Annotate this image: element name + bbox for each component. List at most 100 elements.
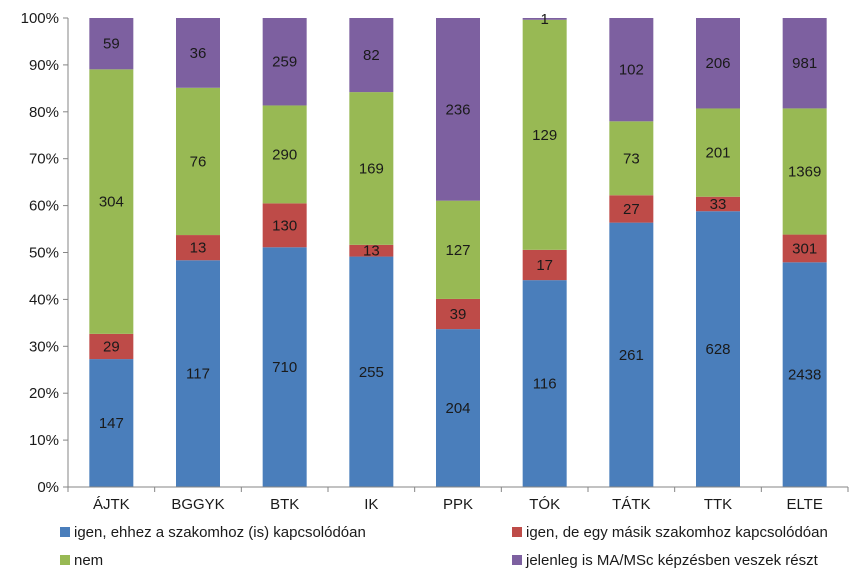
bar-segment (89, 18, 134, 70)
legend-item: nem (60, 552, 103, 569)
bar-segment (89, 359, 134, 487)
legend-swatch (512, 527, 522, 537)
bar-segment (782, 234, 827, 263)
legend-label: nem (74, 552, 103, 569)
bar-segment (349, 244, 394, 257)
y-tick-label: 20% (29, 385, 59, 402)
legend-label: igen, de egy másik szakomhoz kapcsolódóa… (526, 524, 828, 541)
bar-segment (262, 247, 307, 487)
bars-group (89, 18, 827, 487)
y-tick-label: 90% (29, 57, 59, 74)
legend: igen, ehhez a szakomhoz (is) kapcsolódóa… (60, 524, 828, 569)
bar-segment (176, 260, 220, 487)
data-label: 27 (623, 201, 640, 218)
data-label: 117 (186, 366, 210, 383)
category-label: TÁTK (612, 496, 650, 513)
bar-segment (609, 195, 654, 223)
data-label: 201 (705, 145, 730, 162)
y-tick-label: 30% (29, 338, 59, 355)
data-label: 290 (272, 146, 297, 163)
data-label: 33 (710, 196, 727, 213)
data-label: 116 (533, 376, 557, 393)
axes-group (67, 18, 849, 492)
bar-segment (782, 18, 827, 109)
data-label: 301 (792, 240, 817, 257)
data-labels-group: 1472930459117137636710130290259255131698… (99, 11, 822, 432)
bar-segment (176, 235, 220, 261)
data-label: 17 (536, 257, 553, 274)
bar-segment (262, 105, 307, 204)
bar-segment (262, 203, 307, 248)
category-labels-group: ÁJTK BGGYK BTK IK PPK TÓK TÁTK TTK ELTE (93, 496, 823, 513)
data-label: 13 (363, 243, 380, 260)
data-label: 304 (99, 194, 124, 211)
legend-label: jelenleg is MA/MSc képzésben veszek rész… (525, 552, 819, 569)
data-label: 130 (272, 217, 297, 234)
category-label: ELTE (786, 496, 822, 513)
legend-swatch (512, 555, 522, 565)
y-tick-label: 50% (29, 245, 59, 262)
category-label: PPK (443, 496, 473, 513)
bar-segment (522, 18, 567, 20)
bar-segment (436, 18, 480, 201)
bar-segment (696, 108, 740, 197)
bar-segment (522, 249, 567, 281)
legend-swatch (60, 527, 70, 537)
data-label: 1 (540, 11, 548, 28)
category-label: TTK (704, 496, 732, 513)
y-tick-label: 70% (29, 151, 59, 168)
data-label: 981 (792, 55, 817, 72)
legend-label: igen, ehhez a szakomhoz (is) kapcsolódóa… (74, 524, 366, 541)
bar-segment (696, 211, 740, 487)
bar-segment (696, 196, 740, 212)
data-label: 82 (363, 47, 380, 64)
data-label: 204 (445, 400, 470, 417)
category-label: BGGYK (171, 496, 224, 513)
data-label: 59 (103, 36, 120, 53)
bar-segment (349, 92, 394, 245)
bar-segment (696, 18, 740, 109)
data-label: 129 (532, 127, 557, 144)
data-label: 2438 (788, 367, 821, 384)
y-tick-label: 80% (29, 104, 59, 121)
category-label: TÓK (529, 496, 560, 513)
bar-segment (436, 200, 480, 299)
bar-segment (349, 18, 394, 93)
legend-item: igen, de egy másik szakomhoz kapcsolódóa… (512, 524, 828, 541)
data-label: 628 (705, 341, 730, 358)
category-label: IK (364, 496, 378, 513)
bar-segment (349, 256, 394, 487)
data-label: 206 (705, 55, 730, 72)
data-label: 710 (272, 359, 297, 376)
bar-segment (176, 18, 220, 88)
data-label: 102 (619, 62, 644, 79)
data-label: 261 (619, 347, 644, 364)
data-label: 259 (272, 54, 297, 71)
bar-segment (436, 329, 480, 487)
data-label: 169 (359, 160, 384, 177)
bar-segment (176, 87, 220, 236)
bar-segment (89, 69, 134, 334)
data-label: 13 (190, 240, 207, 257)
y-axis-ticks: 0% 10% 20% 30% 40% 50% 60% 70% 80% 90% 100% (21, 10, 68, 496)
y-tick-label: 40% (29, 291, 59, 308)
y-tick-label: 10% (29, 432, 59, 449)
bar-segment (782, 108, 827, 235)
y-tick-label: 100% (21, 10, 59, 27)
bar-segment (436, 298, 480, 330)
data-label: 73 (623, 150, 640, 167)
legend-swatch (60, 555, 70, 565)
bar-segment (782, 262, 827, 487)
bar-segment (522, 19, 567, 250)
data-label: 76 (190, 153, 207, 170)
bar-segment (89, 333, 134, 360)
data-label: 36 (190, 45, 207, 62)
data-label: 127 (445, 242, 470, 259)
data-label: 39 (450, 306, 467, 323)
bar-segment (609, 18, 654, 122)
legend-item: igen, ehhez a szakomhoz (is) kapcsolódóa… (60, 524, 366, 541)
bar-segment (609, 121, 654, 196)
y-tick-label: 60% (29, 198, 59, 215)
